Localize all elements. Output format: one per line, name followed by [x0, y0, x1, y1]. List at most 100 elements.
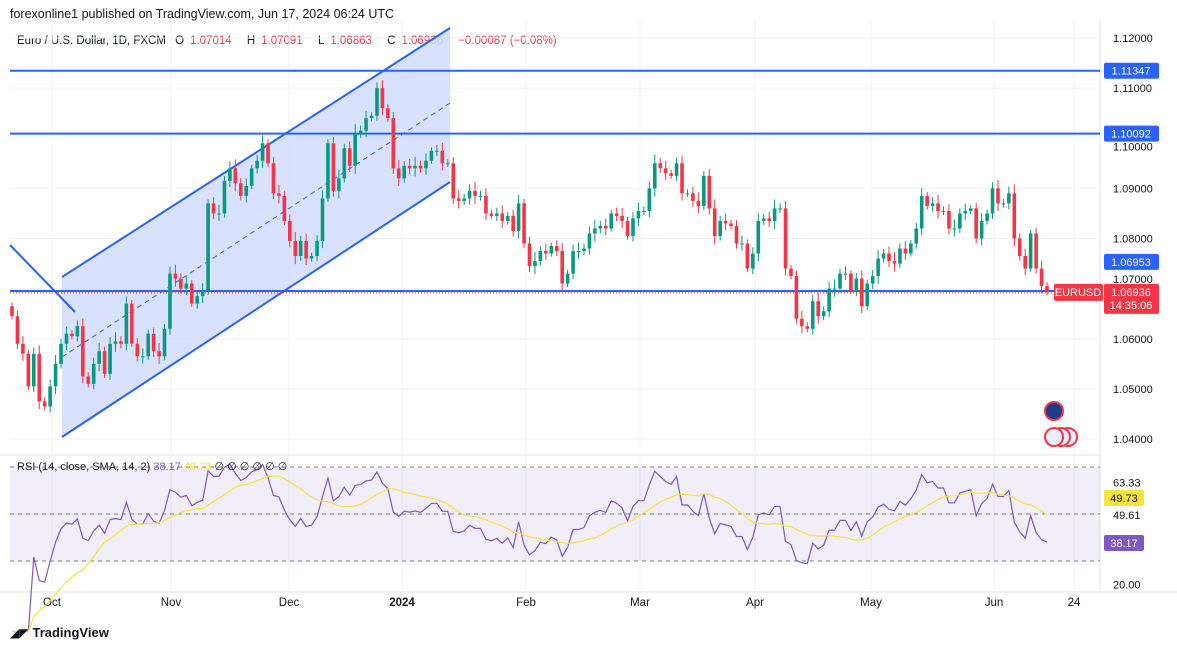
- candle-body: [516, 203, 521, 231]
- candle-body: [968, 208, 973, 211]
- x-tick-label: 2024: [389, 597, 415, 609]
- candle-body: [625, 220, 630, 236]
- candle-body: [75, 326, 80, 337]
- brand-name: TradingView: [32, 625, 109, 640]
- candle-body: [609, 213, 614, 229]
- candle-body: [184, 283, 189, 289]
- candle-body: [113, 341, 118, 344]
- x-tick-label: Jun: [985, 597, 1004, 609]
- tradingview-logo[interactable]: ◢◤ TradingView: [10, 625, 109, 640]
- candle-body: [587, 233, 592, 249]
- rsi-sma-label: 49.73: [1110, 493, 1138, 505]
- candle-body: [941, 210, 946, 212]
- candle-body: [691, 193, 695, 201]
- candle-body: [859, 278, 864, 307]
- last-price-label-bg: [1104, 283, 1159, 314]
- candle-body: [936, 203, 940, 211]
- candle-body: [958, 213, 962, 229]
- candle-body: [636, 210, 641, 219]
- price-line-label-bg: [1104, 125, 1159, 142]
- y-tick-label: 1.10000: [1113, 142, 1153, 154]
- rsi-label[interactable]: RSI (14, close, SMA, 14, 2): [17, 461, 151, 473]
- candle-body: [925, 195, 929, 206]
- candle-body: [233, 168, 238, 184]
- candle-body: [996, 188, 1000, 204]
- candle-body: [151, 333, 156, 352]
- candle-body: [21, 343, 25, 354]
- candle-body: [407, 165, 412, 169]
- candle-body: [277, 193, 281, 196]
- candle-body: [832, 288, 837, 290]
- candle-body: [582, 248, 586, 252]
- candle-body: [375, 88, 379, 116]
- candle-body: [353, 133, 357, 166]
- candle-body: [772, 208, 777, 221]
- candle-body: [326, 143, 330, 199]
- channel-lower-line: [61, 181, 451, 438]
- y-tick-label: 1.11000: [1113, 83, 1152, 95]
- candle-body: [418, 165, 423, 169]
- candle-body: [789, 268, 793, 277]
- candle-body: [974, 208, 978, 239]
- candle-body: [358, 130, 363, 134]
- candle-body: [778, 208, 782, 210]
- x-tick-label: Oct: [43, 597, 62, 609]
- rsi-sma-line: [12, 475, 1048, 633]
- candle-body: [255, 160, 259, 169]
- candle-body: [751, 253, 755, 269]
- candle-body: [914, 228, 919, 244]
- candle-body: [249, 168, 254, 186]
- candle-body: [244, 185, 249, 196]
- candle-body: [658, 163, 663, 169]
- candle-body: [195, 296, 200, 304]
- candle-body: [887, 253, 891, 262]
- candle-body: [130, 303, 134, 344]
- candle-body: [1007, 193, 1011, 204]
- candle-body: [712, 208, 717, 236]
- symbol-tag-bg: [1054, 283, 1103, 301]
- candle-body: [53, 363, 58, 387]
- candle-body: [849, 273, 853, 292]
- rsi-value: 38.17: [153, 461, 181, 473]
- candle-body: [304, 241, 308, 259]
- candle-body: [1034, 233, 1038, 269]
- rsi-legend: RSI (14, close, SMA, 14, 2) 38.17 49.73 …: [17, 460, 287, 473]
- y-tick-label: 1.06000: [1113, 334, 1153, 346]
- candle-body: [718, 220, 722, 236]
- y-tick-label: 1.12000: [1113, 33, 1153, 45]
- candle-body: [478, 195, 483, 197]
- price-line-label: 1.06953: [1111, 257, 1151, 269]
- candle-body: [386, 108, 390, 119]
- candle-body: [892, 261, 897, 264]
- candle-body: [271, 163, 276, 194]
- candle-body: [511, 215, 515, 231]
- candle-body: [413, 165, 417, 169]
- candle-body: [533, 261, 537, 267]
- candle-body: [124, 303, 129, 344]
- candle-body: [315, 241, 319, 257]
- rsi-sma-label-bg: [1104, 490, 1144, 506]
- close-label: C: [387, 35, 396, 47]
- x-tick-label: Apr: [746, 597, 764, 609]
- candle-body: [963, 210, 968, 214]
- candle-body: [805, 326, 810, 329]
- price-line-label: 1.11347: [1112, 66, 1151, 78]
- candle-body: [206, 203, 210, 292]
- candle-body: [876, 258, 880, 277]
- rsi-y-tick: 49.61: [1113, 510, 1141, 522]
- rsi-sma-value: 49.73: [183, 461, 212, 473]
- candle-body: [10, 306, 14, 317]
- candle-body: [909, 243, 913, 254]
- x-tick-label: Nov: [161, 597, 182, 609]
- rsi-y-tick: 63.33: [1113, 478, 1141, 490]
- candle-body: [527, 243, 532, 267]
- y-tick-label: 1.09000: [1113, 183, 1153, 195]
- rsi-line: [12, 463, 1048, 633]
- candle-body: [260, 143, 265, 161]
- candle-body: [767, 218, 771, 221]
- candle-body: [603, 225, 608, 229]
- candle-body: [1045, 286, 1049, 292]
- candle-body: [108, 343, 112, 374]
- us-flag-icon: [1044, 427, 1064, 447]
